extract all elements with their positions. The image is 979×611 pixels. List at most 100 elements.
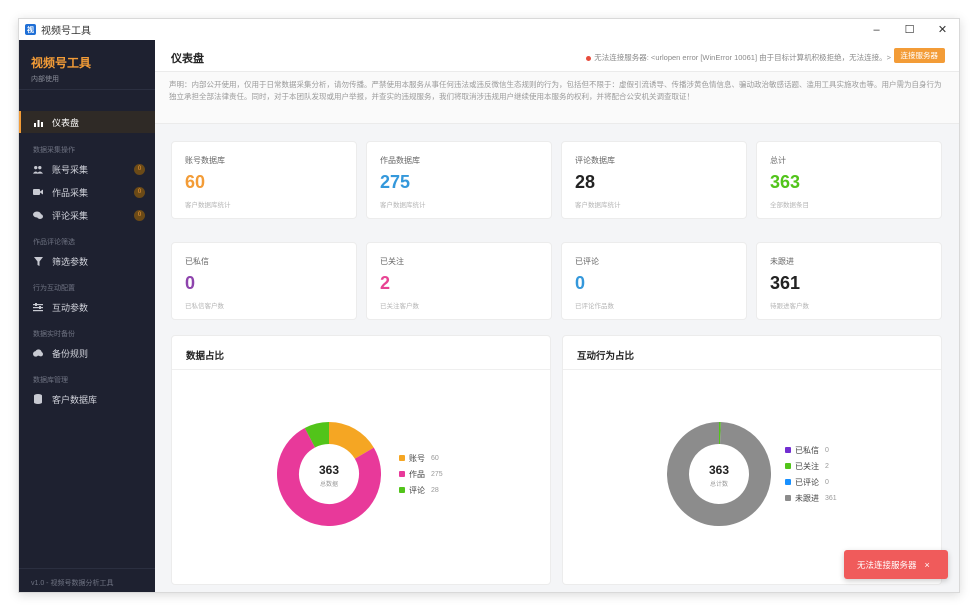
stat-card: 已关注 2 已关注客户数 [366,242,552,320]
brand: 视频号工具 内部使用 [19,40,155,90]
legend-value: 0 [825,479,829,486]
toast-close-button[interactable]: × [925,560,930,570]
stat-card: 评论数据库 28 客户数据库统计 [561,141,747,219]
legend-label: 已评论 [795,477,819,488]
donut-center-value: 363 [304,463,354,477]
legend-item[interactable]: 已私信 0 [785,442,837,458]
panel-title: 互动行为占比 [577,348,634,362]
stat-subtitle: 已关注客户数 [380,300,419,310]
donut-slice [310,433,329,438]
stat-subtitle: 已评论作品数 [575,300,614,310]
stat-subtitle: 客户数据库统计 [380,199,426,209]
sidebar-item-filter-params[interactable]: 筛选参数 [19,250,155,272]
legend-value: 0 [825,447,829,454]
video-icon [33,187,43,197]
stat-card: 未跟进 361 待跟进客户数 [756,242,942,320]
sidebar-item-label: 仪表盘 [52,116,79,129]
stat-label: 账号数据库 [185,155,225,166]
legend-swatch [785,495,791,501]
stat-value: 0 [575,273,585,294]
sidebar-item-comment-collect[interactable]: 评论采集 0 [19,204,155,226]
stat-label: 已关注 [380,256,404,267]
window-title: 视频号工具 [41,22,91,37]
legend-value: 28 [431,487,439,494]
donut-slice [329,433,364,453]
maximize-button[interactable]: ☐ [893,19,926,40]
stat-subtitle: 客户数据库统计 [575,199,621,209]
sidebar-item-works-collect[interactable]: 作品采集 0 [19,181,155,203]
connect-server-button[interactable]: 连接服务器 [894,48,946,63]
interaction-ratio-panel: 互动行为占比 363 总计数 已私信 0 已关注 2 已评论 0 未跟进 361 [562,335,942,585]
filter-icon [33,256,43,266]
stat-subtitle: 客户数据库统计 [185,199,231,209]
stat-value: 361 [770,273,800,294]
donut-center-label: 总数据 [304,479,354,488]
sidebar-item-backup-rules[interactable]: 备份规则 [19,342,155,364]
main-content: 仪表盘 无法连接服务器: <urlopen error [WinError 10… [155,40,960,593]
stat-label: 已评论 [575,256,599,267]
legend-item[interactable]: 评论 28 [399,482,443,498]
interaction-ratio-legend: 已私信 0 已关注 2 已评论 0 未跟进 361 [785,442,837,506]
count-badge: 0 [134,187,145,198]
stat-card: 总计 363 全部数据条目 [756,141,942,219]
stat-label: 总计 [770,155,786,166]
stat-value: 2 [380,273,390,294]
legend-label: 已关注 [795,461,819,472]
users-icon [33,164,43,174]
app-icon: 视 [25,24,36,35]
sidebar-item-label: 账号采集 [52,163,88,176]
legend-value: 60 [431,455,439,462]
legend-item[interactable]: 账号 60 [399,450,443,466]
legend-swatch [399,471,405,477]
nav-group-label: 数据采集操作 [33,145,75,155]
legend-item[interactable]: 未跟进 361 [785,490,837,506]
sidebar-item-account-collect[interactable]: 账号采集 0 [19,158,155,180]
sidebar-item-label: 互动参数 [52,301,88,314]
sidebar-item-customer-db[interactable]: 客户数据库 [19,388,155,410]
sidebar-item-label: 筛选参数 [52,255,88,268]
sidebar-item-label: 作品采集 [52,186,88,199]
database-icon [33,394,43,404]
stat-label: 已私信 [185,256,209,267]
nav-group-label: 数据实时备份 [33,329,75,339]
brand-title: 视频号工具 [31,54,143,71]
legend-value: 361 [825,495,837,502]
comment-icon [33,210,43,220]
stat-value: 275 [380,172,410,193]
legend-item[interactable]: 作品 275 [399,466,443,482]
close-button[interactable]: ✕ [926,19,959,40]
legend-swatch [785,447,791,453]
stat-value: 363 [770,172,800,193]
legend-item[interactable]: 已评论 0 [785,474,837,490]
nav-group-label: 作品评论筛选 [33,237,75,247]
connection-status: 无法连接服务器: <urlopen error [WinError 10061]… [586,52,891,63]
stat-label: 作品数据库 [380,155,420,166]
legend-swatch [785,479,791,485]
nav-group-label: 数据库管理 [33,375,68,385]
cloud-icon [33,348,43,358]
legend-label: 已私信 [795,445,819,456]
stat-card: 已私信 0 已私信客户数 [171,242,357,320]
data-ratio-legend: 账号 60 作品 275 评论 28 [399,450,443,498]
count-badge: 0 [134,164,145,175]
legend-item[interactable]: 已关注 2 [785,458,837,474]
legend-value: 275 [431,471,443,478]
stat-value: 0 [185,273,195,294]
sidebar-item-dashboard[interactable]: 仪表盘 [19,111,155,133]
bar-chart-icon [33,117,43,127]
minimize-button[interactable]: – [860,19,893,40]
data-ratio-panel: 数据占比 363 总数据 账号 60 作品 275 评论 28 [171,335,551,585]
error-toast: 无法连接服务器 × [844,550,948,579]
nav-group-label: 行为互动配置 [33,283,75,293]
page-title: 仪表盘 [171,50,204,66]
status-dot-icon [586,56,591,61]
sidebar-item-label: 客户数据库 [52,393,97,406]
panel-title: 数据占比 [186,348,224,362]
stat-subtitle: 待跟进客户数 [770,300,809,310]
donut-center-value: 363 [694,463,744,477]
legend-swatch [399,487,405,493]
legend-label: 评论 [409,485,425,496]
status-text: 无法连接服务器: <urlopen error [WinError 10061]… [594,53,891,62]
app-window: 视 视频号工具 – ☐ ✕ 视频号工具 内部使用 仪表盘 数据采集操作 账号采集… [18,18,960,593]
sidebar-item-interaction-params[interactable]: 互动参数 [19,296,155,318]
